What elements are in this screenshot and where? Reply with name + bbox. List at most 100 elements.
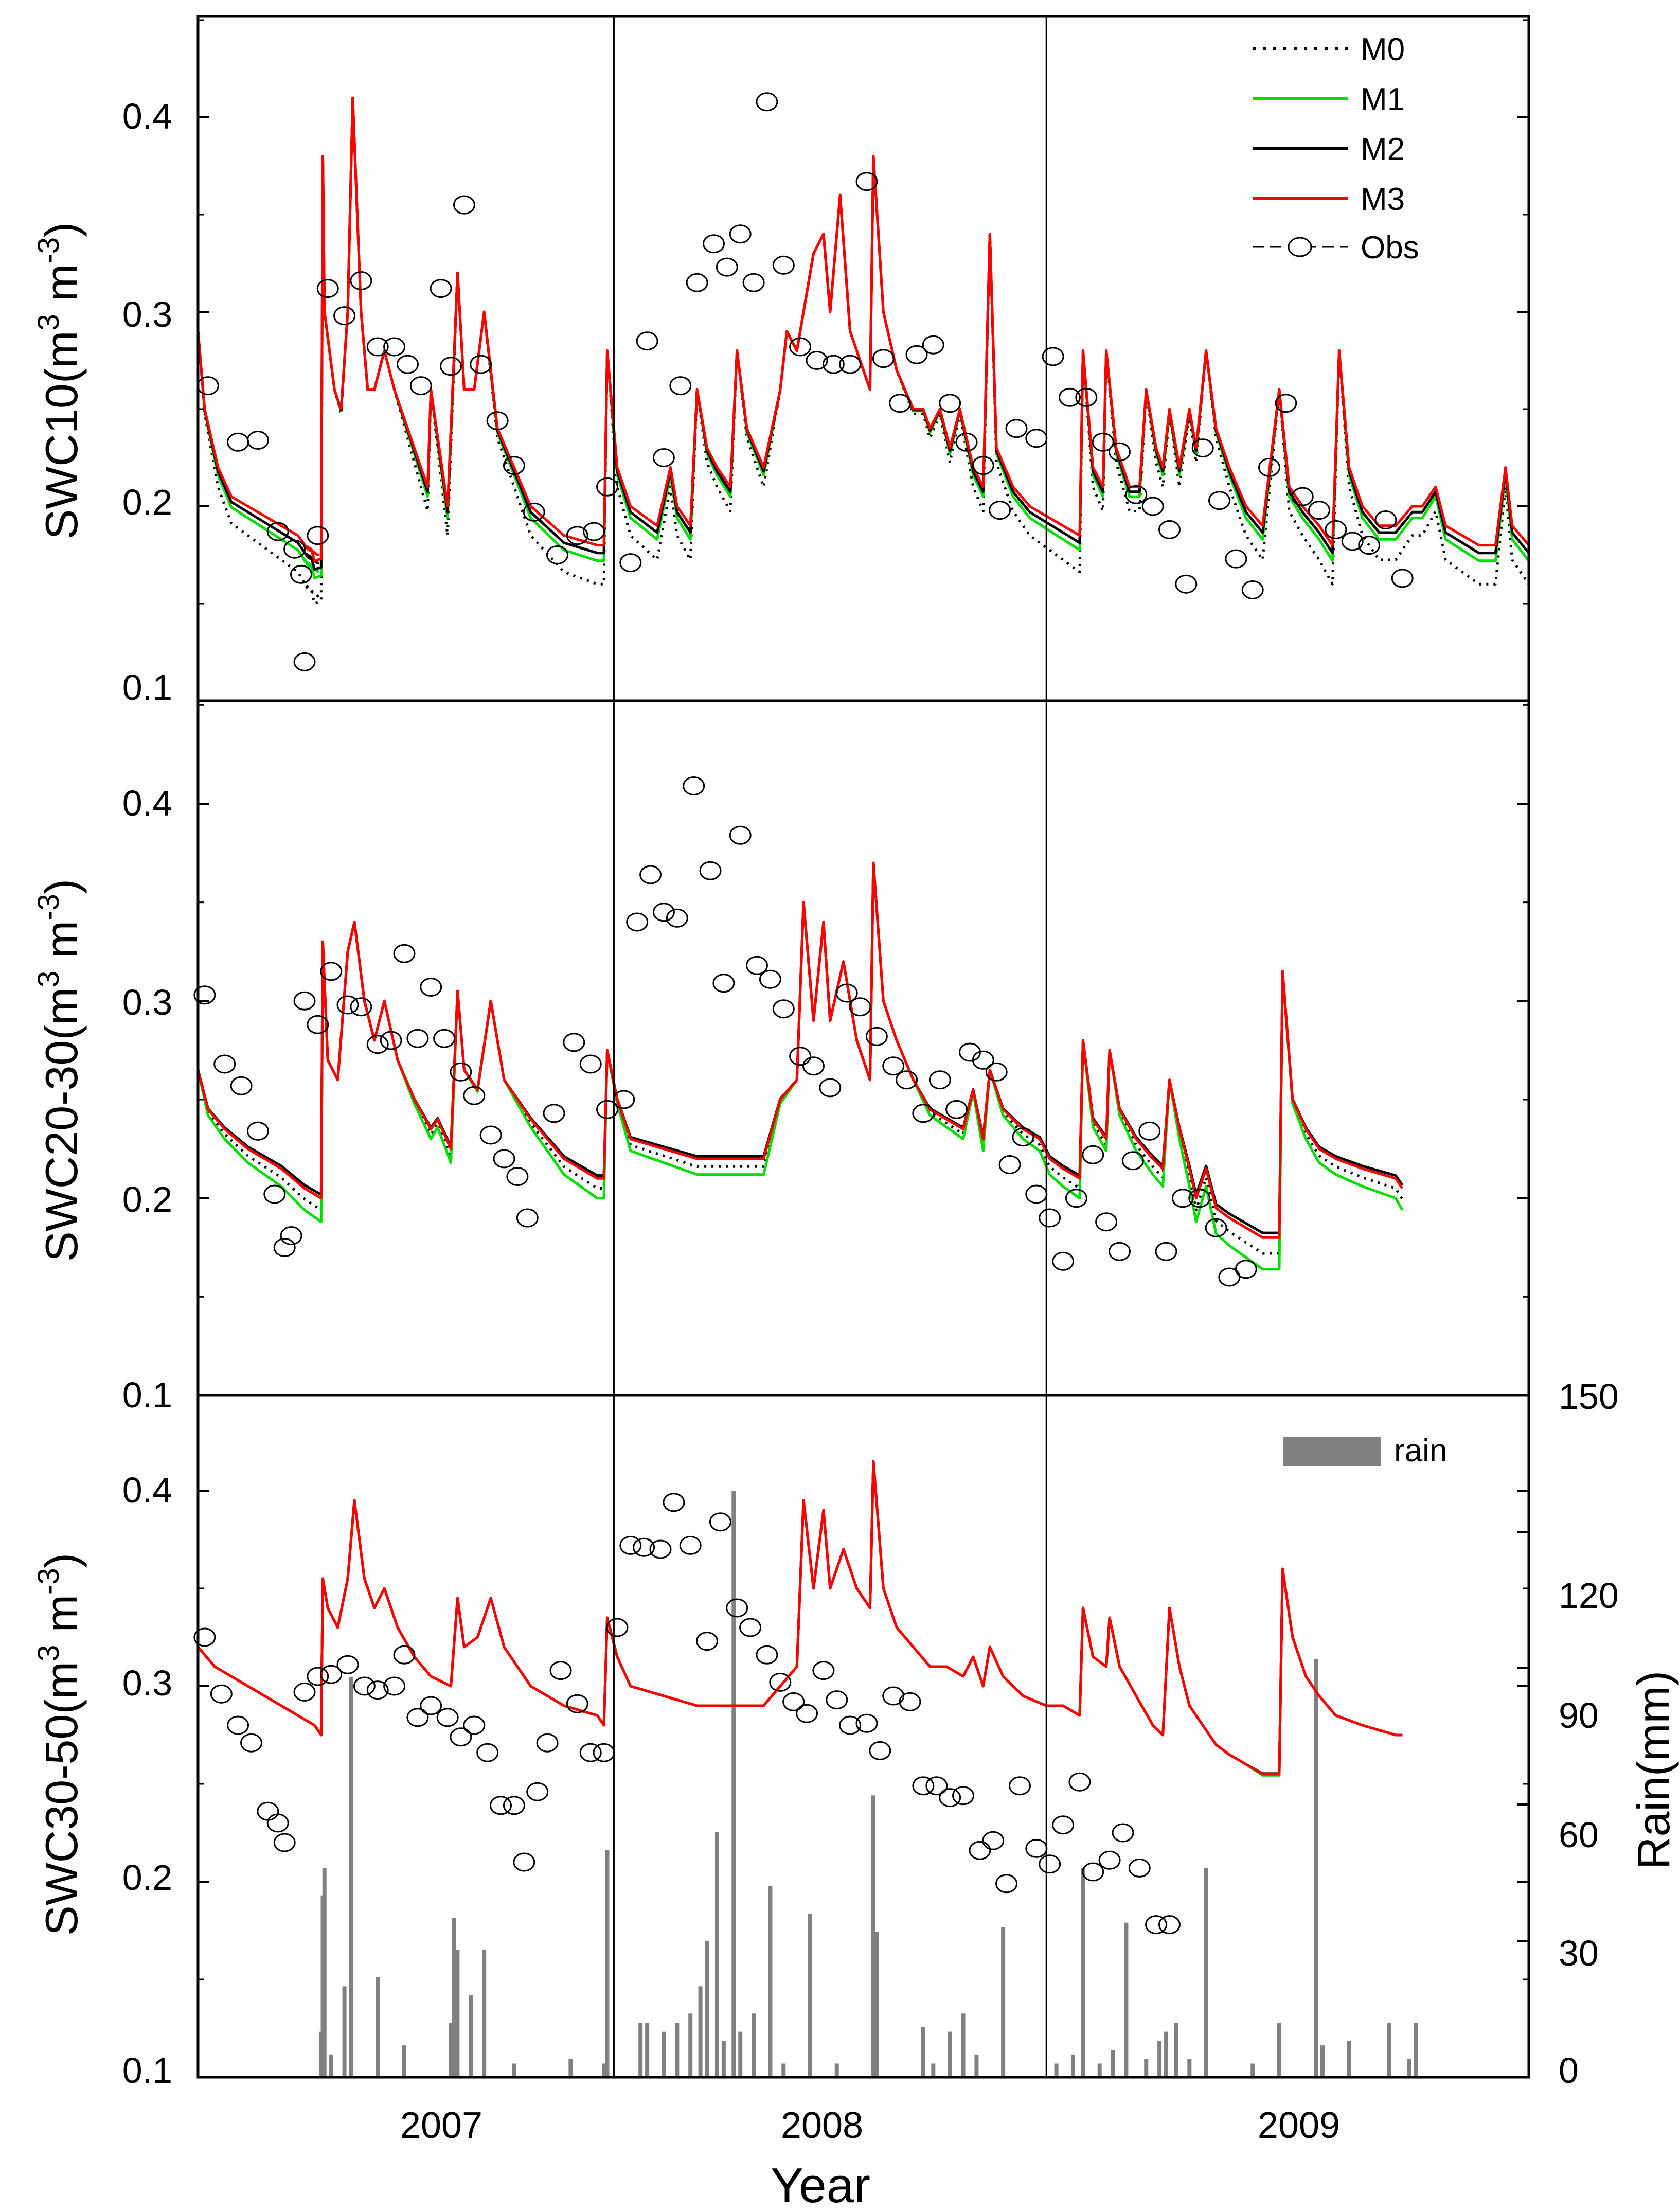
rain-bar	[402, 2045, 406, 2077]
obs-point	[869, 1741, 891, 1760]
obs-point	[1225, 549, 1247, 569]
obs-point	[436, 1708, 459, 1727]
obs-point	[333, 306, 356, 326]
obs-point	[246, 431, 269, 450]
rain-bar	[512, 2063, 516, 2077]
y-axis-label-end: )	[36, 1553, 87, 1568]
rain-bar	[1387, 2023, 1391, 2077]
rain-bars	[319, 1491, 1418, 2077]
obs-point	[939, 394, 961, 413]
obs-point	[350, 271, 372, 290]
obs-point	[273, 1833, 296, 1852]
obs-point	[1205, 1218, 1227, 1237]
ytick-label: 0.4	[122, 783, 172, 823]
rain-bar	[1054, 2063, 1059, 2077]
obs-point	[1241, 580, 1264, 599]
obs-point	[1158, 1915, 1181, 1935]
obs-point	[1141, 497, 1164, 516]
obs-point	[1092, 432, 1114, 452]
rain-bar	[645, 2023, 650, 2077]
obs-point	[263, 1184, 286, 1204]
obs-point	[1042, 347, 1064, 366]
obs-point	[1005, 419, 1028, 438]
obs-point	[972, 1050, 994, 1070]
obs-point	[293, 652, 316, 671]
obs-point	[742, 273, 765, 292]
obs-point	[945, 1100, 968, 1119]
y2tick-label: 0	[1559, 2050, 1579, 2091]
rain-bar	[342, 1986, 347, 2077]
obs-point	[1098, 1850, 1121, 1870]
obs-point	[503, 456, 525, 475]
obs-point	[835, 983, 858, 1003]
obs-point	[516, 1208, 539, 1228]
rain-bar	[921, 2027, 925, 2077]
rain-bar	[1157, 2041, 1162, 2077]
ytick-label: 0.2	[122, 482, 172, 522]
rain-bar	[482, 1950, 487, 2077]
obs-point	[406, 1708, 429, 1727]
obs-point	[939, 1788, 961, 1808]
obs-point	[450, 1727, 472, 1747]
rain-bar	[931, 2063, 936, 2077]
obs-point	[320, 1665, 343, 1684]
series-m3-line	[196, 96, 1530, 562]
y2tick-label: 120	[1559, 1576, 1619, 1616]
ytick-label: 0.2	[122, 1179, 172, 1219]
obs-point	[912, 1776, 935, 1796]
obs-point	[759, 969, 781, 989]
ytick-label: 0.2	[122, 1857, 172, 1898]
legend-label-m0: M0	[1361, 32, 1405, 67]
rain-bar	[738, 2031, 743, 2077]
rain-bar	[322, 1868, 327, 2077]
obs-point	[666, 908, 688, 928]
obs-point	[1308, 501, 1330, 520]
y-axis-label-mid: m	[36, 1595, 87, 1645]
x-axis-label: Year	[771, 2158, 870, 2212]
rain-bar	[871, 1795, 875, 2077]
obs-point	[729, 825, 752, 845]
obs-point	[912, 1104, 935, 1123]
obs-point	[409, 376, 432, 396]
rain-bar	[731, 1491, 736, 2077]
rain-bar	[1250, 2063, 1255, 2077]
obs-point	[1059, 387, 1081, 407]
rain-bar	[714, 1832, 719, 2077]
obs-point	[855, 172, 878, 191]
obs-point	[293, 991, 316, 1011]
y-axis-label-mid: m	[36, 921, 87, 971]
obs-point	[1175, 574, 1198, 594]
obs-point	[579, 1054, 602, 1074]
ytick-label: 0.4	[122, 96, 172, 136]
obs-point	[316, 279, 339, 298]
obs-point	[273, 1238, 296, 1257]
legend-marker-obs	[1288, 237, 1312, 257]
rain-bar	[638, 2023, 643, 2077]
y2tick-label: 150	[1559, 1376, 1619, 1417]
year-label-2008: 2008	[781, 2105, 863, 2146]
rain-bar	[974, 2054, 979, 2077]
obs-point	[839, 355, 862, 374]
obs-point	[849, 997, 871, 1017]
obs-point	[782, 1692, 805, 1711]
obs-point	[1065, 1189, 1087, 1208]
obs-point	[1258, 457, 1280, 477]
obs-point	[1391, 569, 1414, 588]
rain-bar	[698, 1986, 703, 2077]
obs-point	[1341, 532, 1364, 551]
obs-point	[230, 1076, 253, 1095]
obs-point	[826, 1690, 848, 1710]
rain-bar	[752, 2013, 756, 2077]
obs-point	[283, 539, 306, 559]
obs-point	[453, 195, 475, 215]
obs-point	[266, 522, 289, 541]
y-axis-label: SWC30-50(m3 m-3)	[32, 1553, 87, 1936]
rain-bar	[1320, 2045, 1325, 2077]
rain-bar	[1314, 1659, 1318, 2077]
ytick-label: 0.4	[122, 1470, 172, 1510]
obs-point	[806, 351, 828, 370]
y2tick-label: 60	[1559, 1815, 1599, 1855]
obs-point	[543, 1104, 565, 1123]
obs-point	[663, 1493, 685, 1512]
obs-point	[619, 553, 642, 573]
